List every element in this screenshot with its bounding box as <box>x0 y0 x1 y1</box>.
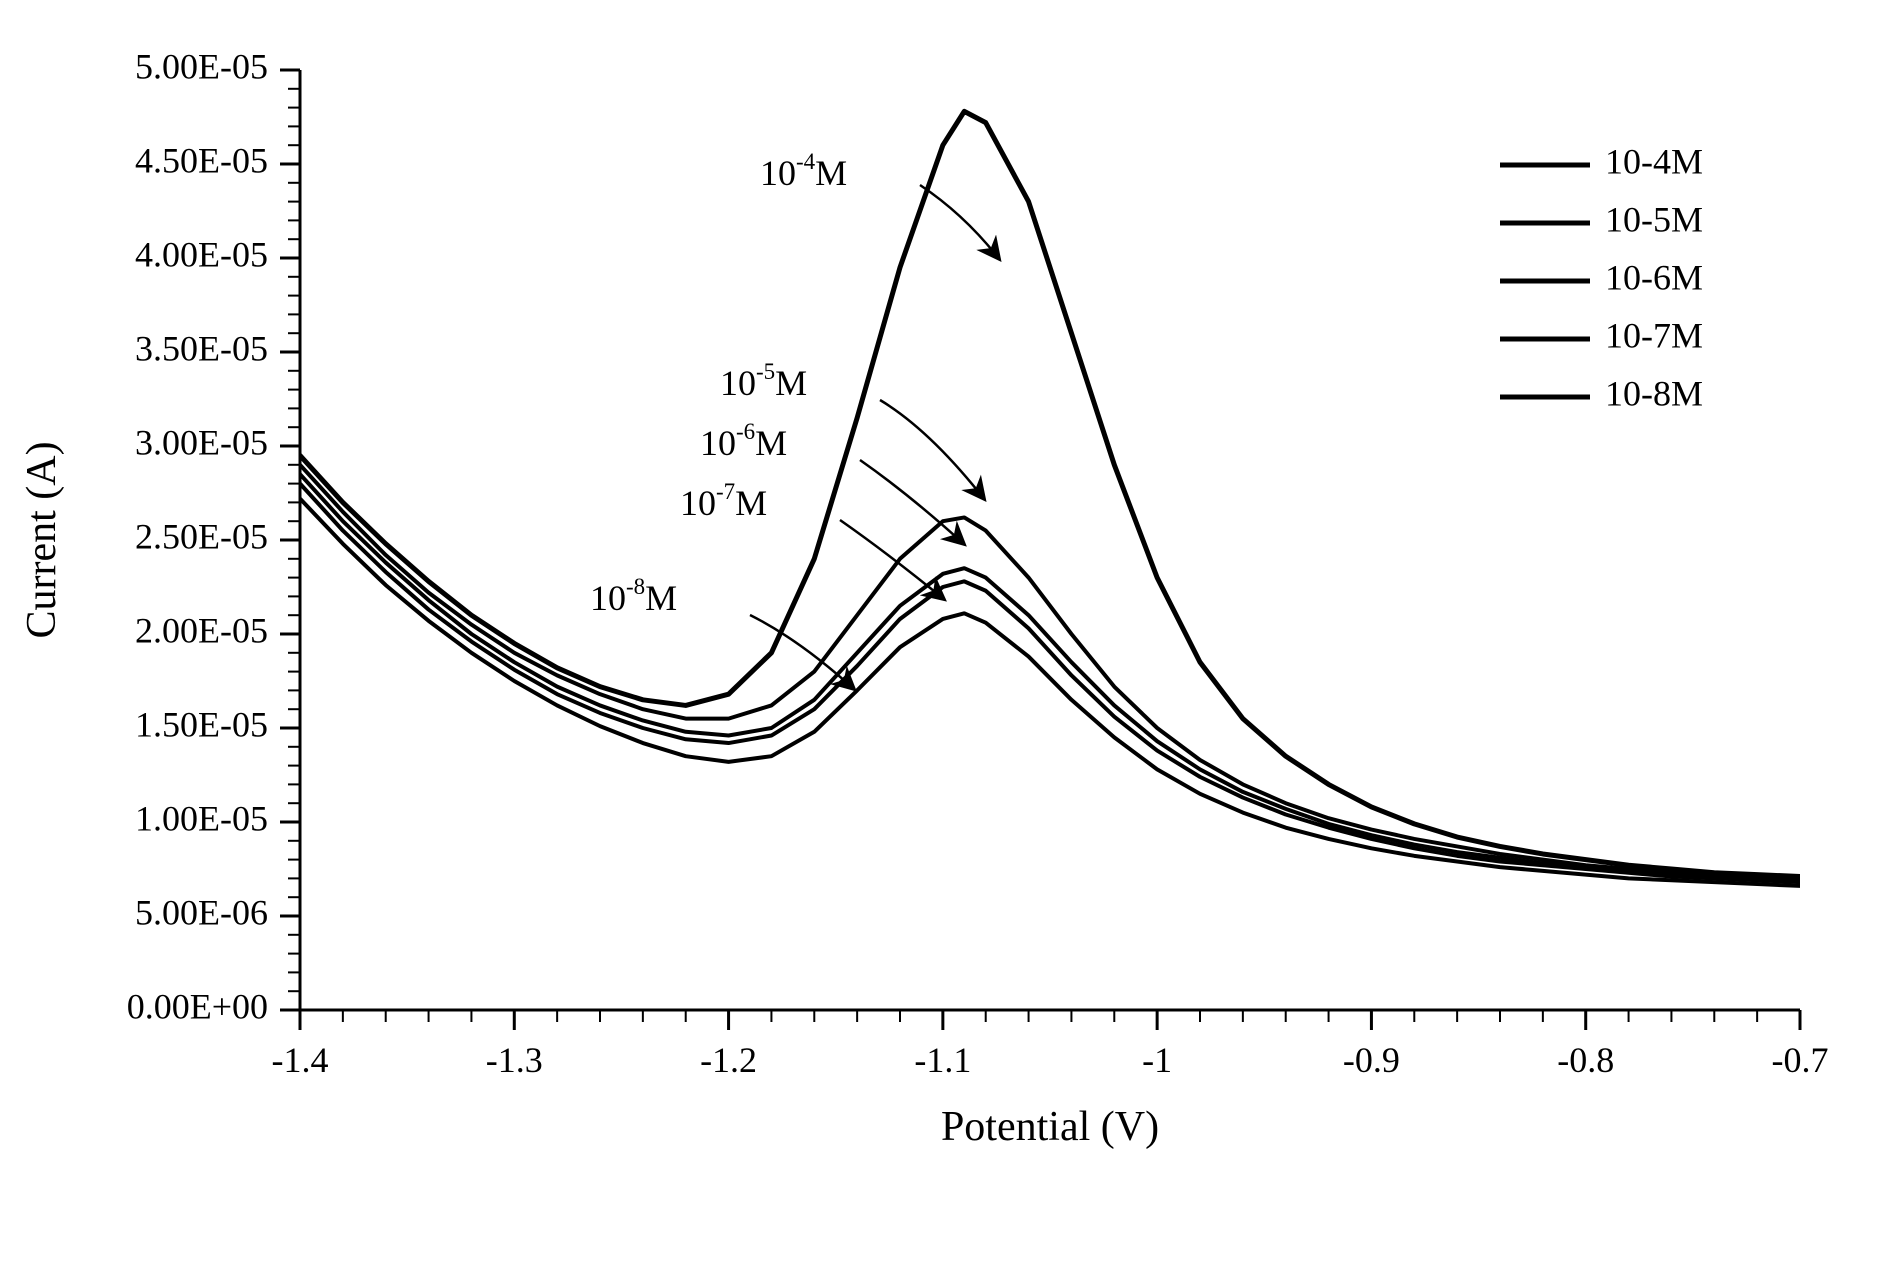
svg-text:5.00E-06: 5.00E-06 <box>135 892 268 932</box>
svg-text:-1.1: -1.1 <box>914 1040 971 1080</box>
svg-text:-1: -1 <box>1142 1040 1172 1080</box>
svg-text:1.50E-05: 1.50E-05 <box>135 704 268 744</box>
svg-text:0.00E+00: 0.00E+00 <box>127 986 268 1026</box>
legend-label: 10-7M <box>1605 315 1703 355</box>
svg-text:4.50E-05: 4.50E-05 <box>135 140 268 180</box>
svg-text:3.50E-05: 3.50E-05 <box>135 328 268 368</box>
svg-text:Potential (V): Potential (V) <box>941 1104 1159 1150</box>
legend-label: 10-5M <box>1605 199 1703 239</box>
svg-text:5.00E-05: 5.00E-05 <box>135 46 268 86</box>
svg-text:-1.3: -1.3 <box>486 1040 543 1080</box>
svg-text:2.50E-05: 2.50E-05 <box>135 516 268 556</box>
chart-container: 0.00E+00 5.00E-06 1.00E-05 1.50E-05 2.00E-05… <box>0 0 1889 1262</box>
svg-text:-0.8: -0.8 <box>1557 1040 1614 1080</box>
svg-text:1.00E-05: 1.00E-05 <box>135 798 268 838</box>
svg-text:2.00E-05: 2.00E-05 <box>135 610 268 650</box>
svg-text:-1.2: -1.2 <box>700 1040 757 1080</box>
svg-text:-0.7: -0.7 <box>1772 1040 1829 1080</box>
svg-text:4.00E-05: 4.00E-05 <box>135 234 268 274</box>
legend-label: 10-6M <box>1605 257 1703 297</box>
legend-label: 10-4M <box>1605 141 1703 181</box>
svg-text:-0.9: -0.9 <box>1343 1040 1400 1080</box>
svg-text:Current (A): Current (A) <box>19 441 65 638</box>
svg-text:-1.4: -1.4 <box>272 1040 329 1080</box>
voltammogram-chart: 0.00E+00 5.00E-06 1.00E-05 1.50E-05 2.00E-05… <box>0 0 1889 1262</box>
svg-text:3.00E-05: 3.00E-05 <box>135 422 268 462</box>
legend-label: 10-8M <box>1605 373 1703 413</box>
